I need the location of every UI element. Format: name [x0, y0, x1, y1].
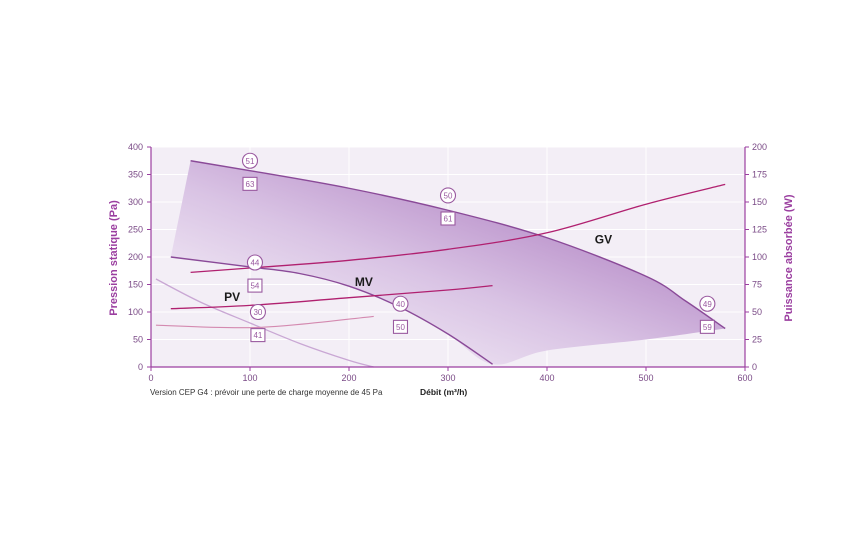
y-left-tick-label: 200 — [128, 252, 143, 262]
y-left-tick-label: 50 — [133, 335, 143, 345]
marker-label: 41 — [253, 331, 262, 340]
tick-labels: 0 100 200 300 400 500 600050100150200250300350… — [128, 142, 767, 383]
x-tick-label: 200 — [341, 373, 356, 383]
y-right-tick-label: 125 — [752, 225, 767, 235]
marker-square-shape — [699, 319, 715, 334]
marker-circle-shape — [249, 303, 266, 321]
x-tick-label: 300 — [440, 373, 455, 383]
marker-square-shape — [250, 328, 266, 343]
y-right-tick-label: 75 — [752, 280, 762, 290]
y-right-tick-label: 200 — [752, 142, 767, 152]
marker-circle: 40 — [392, 295, 409, 312]
y-left-tick-label: 0 — [138, 362, 143, 372]
y-right-tick-label: 0 — [752, 362, 757, 372]
y-left-tick-label: 100 — [128, 307, 143, 317]
curve-label-pv: PV — [224, 290, 240, 304]
marker-label: 50 — [444, 191, 453, 200]
marker-label: 50 — [396, 323, 405, 332]
marker-circle-shape — [246, 254, 263, 271]
marker-circle: 30 — [249, 303, 266, 321]
x-tick-label: 0 — [148, 373, 153, 383]
y-right-tick-label: 25 — [752, 335, 762, 345]
version-note: Version CEP G4 : prévoir une perte de ch… — [150, 388, 383, 397]
marker-label: 59 — [703, 323, 712, 332]
x-tick-label: 600 — [737, 373, 752, 383]
marker-circle: 50 — [439, 187, 457, 204]
marker-label: 63 — [246, 180, 255, 189]
curve-labels: GV MV PV — [224, 232, 612, 304]
marker-label: 61 — [444, 215, 453, 224]
marker-square-shape — [242, 176, 258, 191]
marker-square: 61 — [440, 211, 456, 226]
marker-circle: 51 — [241, 152, 259, 169]
marker-circle-shape — [241, 152, 259, 169]
y-left-tick-label: 400 — [128, 142, 143, 152]
y-axis-right-label: Puissance absorbée (W) — [783, 194, 795, 321]
marker-label: 44 — [250, 259, 259, 268]
marker-square-shape — [392, 319, 409, 334]
markers: 51 63 50 61 44 54 40 50 30 41 49 59 — [241, 152, 716, 343]
marker-circle-shape — [699, 295, 716, 312]
marker-label: 49 — [703, 300, 712, 309]
x-tick-label: 400 — [539, 373, 554, 383]
marker-label: 30 — [253, 308, 262, 317]
x-tick-label: 100 — [242, 373, 257, 383]
x-axis-label: Débit (m³/h) — [420, 387, 467, 397]
power-curve-pv — [155, 315, 374, 329]
marker-circle-shape — [439, 187, 457, 204]
curve-label-mv: MV — [355, 275, 373, 289]
y-axis-left-label: Pression statique (Pa) — [108, 200, 120, 316]
marker-square-shape — [440, 211, 456, 226]
marker-square: 59 — [699, 319, 715, 334]
marker-square: 41 — [250, 328, 266, 343]
marker-label: 54 — [250, 282, 259, 291]
marker-label: 51 — [246, 157, 255, 166]
pressure-curve-pv — [155, 278, 374, 368]
x-tick-label: 500 — [638, 373, 653, 383]
marker-square: 63 — [242, 176, 258, 191]
y-left-tick-label: 350 — [128, 170, 143, 180]
y-right-tick-label: 175 — [752, 170, 767, 180]
power-curve-mv — [170, 284, 493, 310]
marker-circle: 44 — [246, 254, 263, 271]
axes — [147, 146, 749, 371]
y-left-tick-label: 300 — [128, 197, 143, 207]
curve-label-gv: GV — [595, 232, 612, 246]
y-right-tick-label: 100 — [752, 252, 767, 262]
marker-square: 50 — [392, 319, 409, 334]
marker-label: 40 — [396, 300, 405, 309]
y-left-tick-label: 250 — [128, 225, 143, 235]
y-right-tick-label: 50 — [752, 307, 762, 317]
marker-square-shape — [247, 278, 263, 293]
y-right-tick-label: 150 — [752, 197, 767, 207]
marker-circle-shape — [392, 295, 409, 312]
pressure-curve-gv — [190, 160, 726, 330]
marker-circle: 49 — [699, 295, 716, 312]
y-left-tick-label: 150 — [128, 280, 143, 290]
operating-area — [170, 160, 726, 365]
marker-square: 54 — [247, 278, 263, 293]
